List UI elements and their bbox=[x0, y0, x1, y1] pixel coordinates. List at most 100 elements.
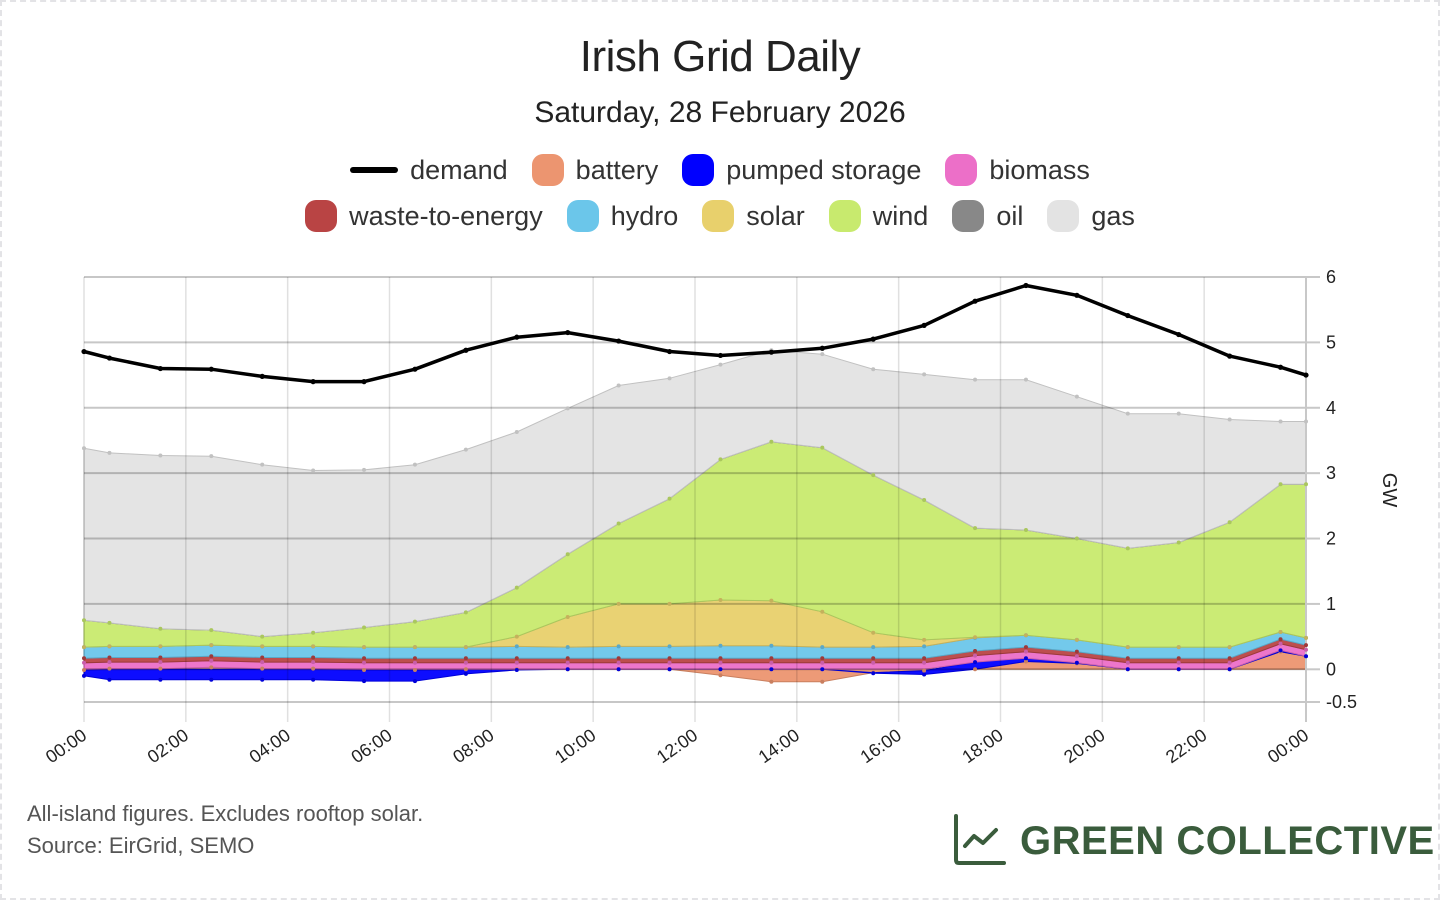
legend-item-pumped-storage[interactable]: pumped storage bbox=[682, 154, 921, 186]
point-solar bbox=[362, 645, 367, 650]
point-pumped-storage bbox=[1304, 654, 1308, 659]
legend-label-solar: solar bbox=[746, 200, 805, 231]
legend-item-biomass[interactable]: biomass bbox=[945, 154, 1090, 186]
point-demand bbox=[514, 334, 520, 340]
point-demand bbox=[1023, 282, 1029, 289]
line-chart-icon bbox=[952, 812, 1006, 871]
brand-logo[interactable]: GREEN COLLECTIVE bbox=[952, 812, 1435, 871]
point-pumped-storage bbox=[260, 677, 265, 682]
x-tick-label: 00:00 bbox=[1264, 725, 1312, 767]
y-tick-label: 0 bbox=[1326, 659, 1336, 679]
point-waste-to-energy bbox=[718, 656, 723, 661]
point-waste-to-energy bbox=[463, 656, 468, 661]
legend-swatch-wind bbox=[828, 200, 861, 232]
point-hydro bbox=[616, 644, 621, 649]
point-demand bbox=[259, 373, 265, 379]
point-biomass bbox=[209, 658, 214, 663]
brand-name: GREEN COLLECTIVE bbox=[1020, 819, 1435, 863]
point-solar bbox=[412, 645, 417, 650]
point-demand bbox=[565, 329, 571, 336]
point-battery bbox=[209, 665, 214, 670]
point-wind bbox=[1176, 540, 1181, 545]
point-gas bbox=[616, 383, 621, 388]
point-battery bbox=[973, 667, 978, 672]
point-pumped-storage bbox=[311, 677, 316, 682]
point-demand bbox=[106, 355, 113, 361]
point-battery bbox=[311, 666, 316, 671]
x-tick-label: 10:00 bbox=[551, 725, 599, 767]
point-wind bbox=[565, 552, 570, 557]
point-demand bbox=[870, 336, 876, 342]
point-biomass bbox=[1023, 649, 1028, 654]
point-waste-to-energy bbox=[1176, 656, 1181, 661]
legend-swatch-waste-to-energy bbox=[305, 200, 338, 232]
area-layers bbox=[83, 349, 1307, 683]
legend-swatch-demand bbox=[350, 167, 399, 173]
point-wind bbox=[1227, 520, 1232, 525]
point-gas bbox=[922, 372, 927, 377]
point-biomass bbox=[1304, 647, 1308, 652]
point-gas bbox=[565, 406, 570, 411]
point-gas bbox=[82, 446, 86, 451]
x-tick-label: 00:00 bbox=[42, 725, 90, 767]
point-waste-to-energy bbox=[769, 656, 774, 661]
legend-item-solar[interactable]: solar bbox=[702, 200, 805, 232]
legend-item-wind[interactable]: wind bbox=[828, 200, 929, 232]
point-waste-to-energy bbox=[514, 656, 519, 661]
legend-label-wind: wind bbox=[872, 200, 929, 231]
point-waste-to-energy bbox=[1125, 656, 1130, 661]
legend-item-gas[interactable]: gas bbox=[1047, 200, 1135, 232]
point-waste-to-energy bbox=[667, 656, 672, 661]
legend-swatch-battery bbox=[531, 154, 564, 186]
point-waste-to-energy bbox=[1074, 649, 1079, 654]
point-solar bbox=[1227, 645, 1232, 650]
legend-item-hydro[interactable]: hydro bbox=[566, 200, 678, 232]
legend-label-demand: demand bbox=[410, 154, 508, 185]
point-waste-to-energy bbox=[871, 656, 876, 661]
legend-item-oil[interactable]: oil bbox=[952, 200, 1023, 232]
point-biomass bbox=[362, 660, 367, 665]
point-solar bbox=[1278, 630, 1283, 635]
point-solar bbox=[820, 609, 825, 614]
legend-swatch-solar bbox=[702, 200, 735, 232]
point-gas bbox=[158, 453, 163, 458]
point-demand bbox=[1227, 353, 1233, 359]
legend-item-waste-to-energy[interactable]: waste-to-energy bbox=[305, 200, 543, 232]
point-gas bbox=[1227, 417, 1232, 422]
x-tick-label: 22:00 bbox=[1162, 725, 1210, 767]
point-gas bbox=[1023, 377, 1028, 382]
legend-item-battery[interactable]: battery bbox=[531, 154, 658, 186]
y-tick-label: 3 bbox=[1326, 463, 1336, 483]
chart-subtitle: Saturday, 28 February 2026 bbox=[534, 96, 906, 129]
point-gas bbox=[1074, 394, 1079, 399]
point-solar bbox=[616, 601, 621, 606]
point-biomass bbox=[1278, 641, 1283, 646]
point-biomass bbox=[260, 660, 265, 665]
point-solar bbox=[1176, 645, 1181, 650]
x-tick-label: 04:00 bbox=[246, 725, 294, 767]
point-waste-to-energy bbox=[820, 656, 825, 661]
point-demand bbox=[717, 352, 724, 359]
point-pumped-storage bbox=[973, 660, 978, 665]
point-biomass bbox=[463, 660, 468, 665]
point-biomass bbox=[412, 660, 417, 665]
point-demand bbox=[1176, 331, 1182, 338]
point-demand bbox=[666, 348, 673, 355]
point-pumped-storage bbox=[616, 667, 621, 672]
y-tick-label: 5 bbox=[1326, 332, 1336, 352]
x-tick-label: 18:00 bbox=[958, 725, 1006, 767]
point-battery bbox=[1023, 659, 1028, 664]
legend-item-demand[interactable]: demand bbox=[350, 155, 508, 186]
legend-swatch-oil bbox=[952, 200, 985, 232]
point-pumped-storage bbox=[820, 667, 825, 672]
point-pumped-storage bbox=[565, 667, 570, 672]
point-pumped-storage bbox=[158, 677, 163, 682]
point-biomass bbox=[107, 660, 112, 665]
x-tick-label: 16:00 bbox=[857, 725, 905, 767]
point-waste-to-energy bbox=[922, 656, 927, 661]
point-solar bbox=[565, 615, 570, 619]
point-demand bbox=[921, 322, 927, 328]
point-biomass bbox=[820, 660, 825, 665]
point-demand bbox=[412, 366, 418, 372]
